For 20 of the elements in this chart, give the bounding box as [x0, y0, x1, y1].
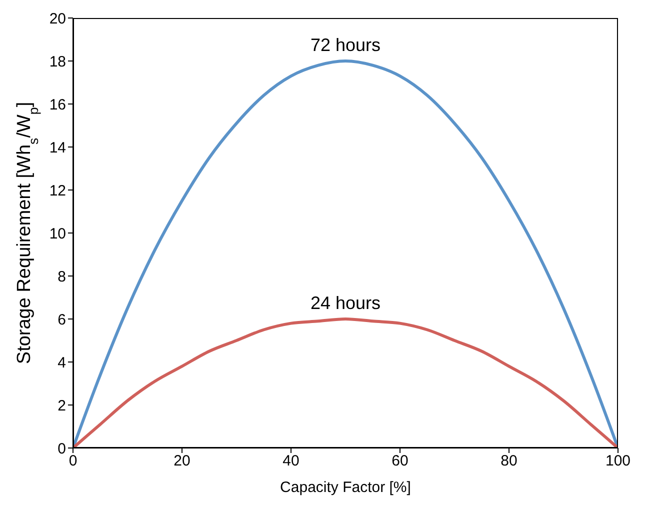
- y-tick-label: 6: [58, 311, 66, 328]
- y-tick-label: 0: [58, 440, 66, 458]
- y-tick-label: 4: [58, 354, 66, 372]
- x-tick-label: 80: [500, 452, 518, 470]
- y-tick-label: 20: [49, 10, 66, 28]
- y-tick-label: 12: [49, 182, 66, 200]
- x-tick-label: 20: [174, 452, 190, 470]
- y-tick-label: 2: [58, 397, 66, 414]
- x-tick-label: 60: [392, 452, 408, 470]
- y-tick-label: 18: [49, 53, 66, 70]
- y-tick-label: 16: [49, 96, 66, 114]
- x-tick-label: 100: [605, 452, 631, 470]
- y-tick-label: 8: [58, 268, 66, 286]
- series-label: 24 hours: [310, 293, 381, 313]
- series-label: 72 hours: [310, 35, 381, 55]
- x-tick-label: 0: [68, 452, 78, 470]
- y-tick-label: 10: [49, 225, 66, 242]
- x-axis-title: Capacity Factor [%]: [280, 479, 411, 496]
- x-tick-label: 40: [282, 452, 300, 470]
- y-tick-label: 14: [49, 139, 66, 156]
